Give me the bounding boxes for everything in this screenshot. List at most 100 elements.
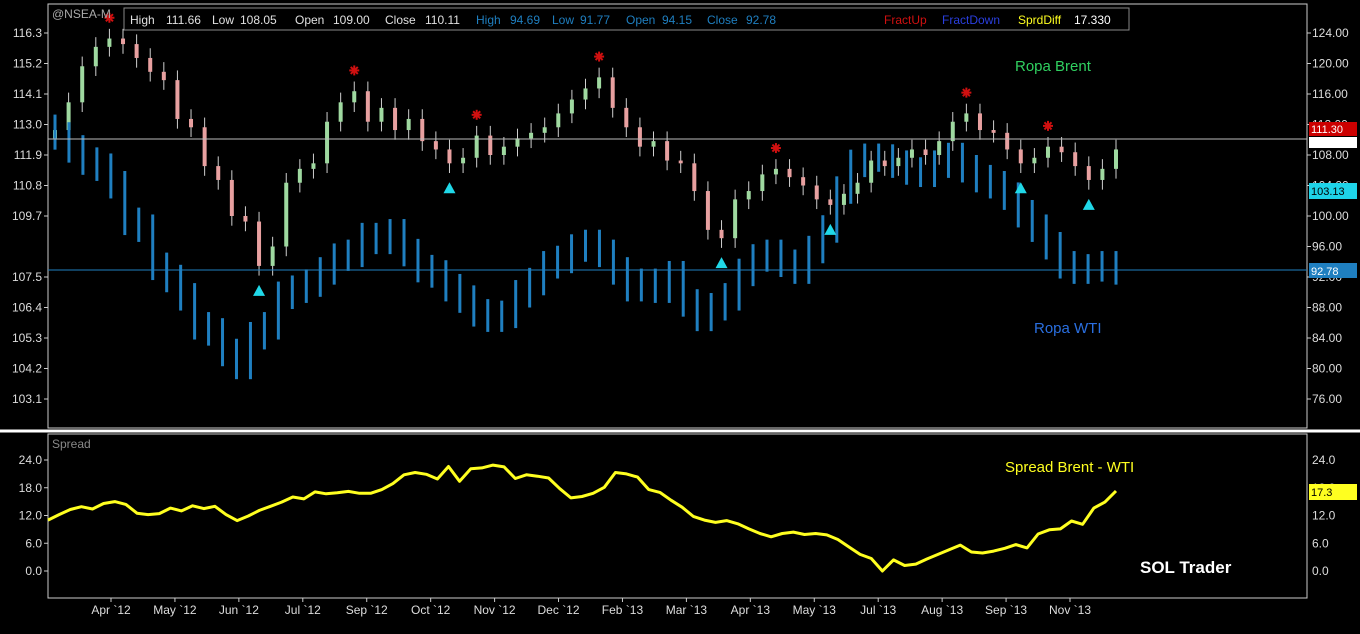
brent-candle-body — [311, 163, 316, 169]
wti-bar — [1086, 254, 1090, 284]
wti-bar — [221, 318, 225, 367]
wti-bar — [863, 143, 867, 178]
wti-bar — [193, 283, 197, 340]
wti-bar — [332, 243, 336, 285]
brent-candle-body — [393, 107, 398, 131]
x-tick-label: Apr `12 — [91, 603, 131, 617]
brent-candle-body — [542, 127, 547, 133]
wti-low-value: 91.77 — [580, 13, 610, 27]
brent-candle-body — [569, 99, 574, 114]
wti-bar — [988, 164, 992, 199]
right-tick-label: 88.00 — [1312, 301, 1342, 315]
brent-candle-body — [1086, 166, 1091, 180]
wti-bars — [53, 114, 1118, 380]
brent-open-value: 109.00 — [333, 13, 370, 27]
wti-bar — [542, 251, 546, 296]
brent-candle-body — [257, 221, 262, 266]
wti-bar — [81, 135, 85, 175]
left-tick-label: 107.5 — [12, 270, 42, 284]
wti-bar — [444, 260, 448, 302]
fractup-star-ray — [350, 66, 359, 75]
brent-candle-body — [801, 177, 806, 186]
wti-bar — [974, 155, 978, 193]
wti-bar — [276, 281, 280, 340]
brent-candle-body — [93, 46, 98, 67]
wti-bar — [1044, 214, 1048, 260]
wti-bar — [500, 300, 504, 332]
fractup-star-icon — [770, 143, 781, 154]
wti-bar — [262, 312, 266, 350]
left-tick-label: 110.8 — [13, 179, 42, 193]
brent-candle-body — [379, 107, 384, 122]
brent-candle-body — [134, 44, 139, 58]
brent-candle-body — [501, 146, 506, 155]
wti-bar — [695, 289, 699, 332]
brent-candle-body — [733, 199, 738, 239]
fractup-star-icon — [349, 65, 360, 76]
left-tick-label: 116.3 — [13, 26, 42, 40]
wti-bar — [737, 258, 741, 311]
right-tick-label: 84.00 — [1312, 331, 1342, 345]
right-tick-label: 120.00 — [1312, 57, 1349, 71]
wti-bar — [1114, 251, 1118, 285]
wti-last-tag-text: 92.78 — [1311, 266, 1339, 278]
brent-open-label: Open — [295, 13, 324, 27]
right-tick-label: 76.00 — [1312, 392, 1342, 406]
wti-bar — [960, 142, 964, 183]
brent-last-tag-text: 111.30 — [1311, 124, 1343, 136]
brent-candle-body — [107, 38, 112, 47]
wti-bar — [611, 239, 615, 285]
wti-bar — [123, 171, 127, 236]
fractup-star-ray — [594, 52, 604, 61]
wti-bar — [151, 214, 155, 281]
fractup-star-icon — [471, 109, 482, 120]
brent-candle-body — [950, 121, 955, 142]
wti-bar — [639, 268, 643, 302]
brent-candle-body — [1005, 132, 1010, 150]
brent-candle-body — [202, 127, 207, 167]
wti-high-label: High — [476, 13, 501, 27]
wti-bar — [765, 239, 769, 272]
brent-last-tag-strip — [1309, 137, 1357, 148]
wti-bar — [430, 254, 434, 288]
x-tick-label: Feb `13 — [602, 603, 644, 617]
spread-right-tick-label: 12.0 — [1312, 509, 1336, 523]
brent-candle-body — [270, 246, 275, 266]
wti-bar — [248, 321, 252, 380]
wti-low-label: Low — [552, 13, 574, 27]
x-tick-label: Mar `13 — [666, 603, 708, 617]
brent-high-value: 111.66 — [166, 13, 201, 27]
wti-bar — [905, 150, 909, 185]
x-tick-label: Oct `12 — [411, 603, 451, 617]
left-tick-label: 103.1 — [12, 392, 42, 406]
brent-candle-body — [678, 160, 683, 164]
brent-candle-body — [923, 149, 928, 155]
fractup-star-ray — [1043, 121, 1053, 131]
brent-candle-body — [148, 57, 153, 72]
fractdown-legend: FractDown — [942, 13, 1000, 27]
wti-bar — [290, 275, 294, 310]
fractup-star-icon — [594, 51, 605, 62]
fractup-star-icon — [961, 87, 972, 98]
brent-candle-body — [964, 113, 969, 122]
brent-candle-body — [175, 80, 180, 119]
wti-bar — [374, 222, 378, 255]
spread-last-tag-text: 17.3 — [1311, 487, 1332, 499]
wti-bar — [109, 153, 113, 199]
spread-left-tick-label: 24.0 — [19, 453, 43, 467]
wti-bar — [388, 219, 392, 255]
brent-high-label: High — [130, 13, 155, 27]
wti-bar — [946, 142, 950, 178]
brent-candle-body — [692, 163, 697, 192]
spread-left-tick-label: 18.0 — [19, 481, 43, 495]
spread-left-tick-label: 6.0 — [25, 536, 42, 550]
brent-candle-body — [991, 130, 996, 133]
brent-candle-body — [624, 107, 629, 128]
brent-candle-body — [746, 191, 751, 200]
wti-bar — [53, 114, 57, 150]
x-tick-label: Jul `12 — [285, 603, 321, 617]
x-tick-label: Jul `13 — [860, 603, 896, 617]
spread-title: Spread Brent - WTI — [1005, 459, 1134, 476]
wti-bar — [723, 283, 727, 321]
wti-bar — [234, 338, 238, 380]
